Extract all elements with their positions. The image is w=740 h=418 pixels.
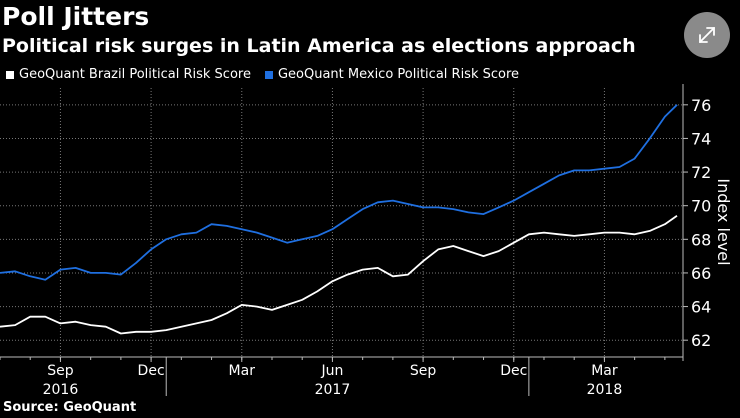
y-tick-label-68: 68 [691,230,711,249]
x-tick-label-jun: Jun [320,363,343,379]
year-labels: 2016 2017 2018 [43,382,623,398]
legend: GeoQuant Brazil Political Risk Score Geo… [6,66,519,84]
x-tick-label-dec: Dec [138,363,165,379]
legend-label-mexico: GeoQuant Mexico Political Risk Score [277,67,520,82]
y-axis-ticks: 62 64 66 68 70 72 74 76 [682,84,711,361]
y-tick-label-72: 72 [691,163,711,182]
y-axis-label: Index level [714,178,733,265]
year-label-2016: 2016 [43,382,79,398]
x-tick-label-mar: Mar [591,363,618,379]
expand-button[interactable] [684,12,730,58]
series-line-mexico [0,104,678,281]
x-tick-label-sep: Sep [410,363,437,379]
legend-swatch-brazil [6,71,14,79]
legend-item-brazil: GeoQuant Brazil Political Risk Score [6,66,251,84]
year-label-2017: 2017 [315,382,351,398]
legend-swatch-mexico [264,71,273,79]
chart-subtitle: Political risk surges in Latin America a… [2,35,636,57]
legend-label-brazil: GeoQuant Brazil Political Risk Score [19,67,251,82]
expand-arrows-icon [699,27,715,43]
x-tick-label-sep: Sep [47,363,74,379]
legend-item-mexico: GeoQuant Mexico Political Risk Score [264,66,520,84]
y-tick-label-64: 64 [691,298,711,317]
y-tick-label-66: 66 [691,264,711,283]
series-lines [0,104,678,335]
y-tick-label-74: 74 [691,129,711,148]
x-axis-ticks: Sep Dec Mar Jun Sep Dec Mar [0,356,683,379]
y-tick-label-70: 70 [691,197,711,216]
y-tick-label-62: 62 [691,331,711,350]
source-note: Source: GeoQuant [3,400,137,415]
chart-title: Poll Jitters [2,2,150,31]
series-line-brazil [0,215,678,335]
x-tick-label-mar: Mar [229,363,256,379]
year-label-2018: 2018 [587,382,623,398]
x-tick-label-dec: Dec [500,363,527,379]
year-dividers [165,357,530,396]
y-tick-label-76: 76 [691,96,711,115]
